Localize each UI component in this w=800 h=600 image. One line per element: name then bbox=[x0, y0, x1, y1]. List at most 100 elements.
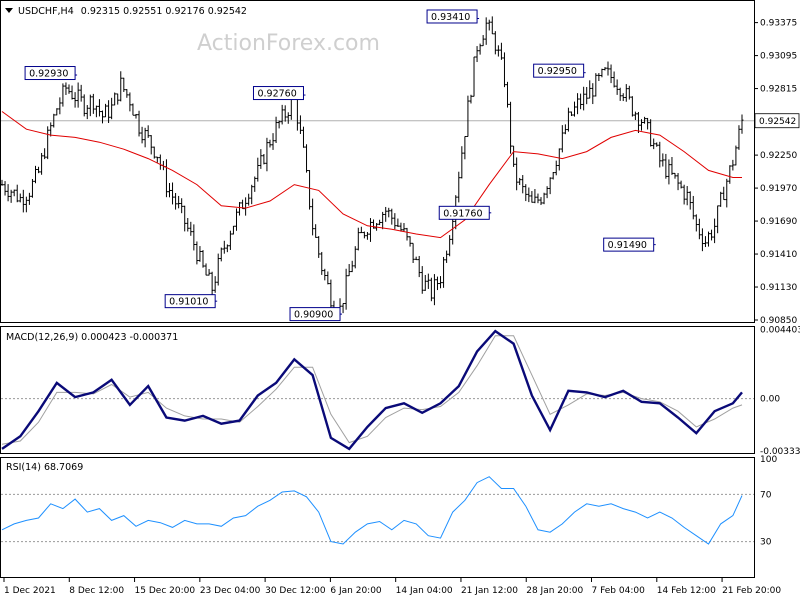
current-price-badge: 0.92542 bbox=[754, 113, 800, 129]
swing-level-label: 0.93410 bbox=[426, 9, 480, 24]
x-tick-label: 6 Jan 20:00 bbox=[330, 586, 382, 596]
ohlc-bar bbox=[478, 43, 482, 55]
ohlc-bar bbox=[487, 19, 491, 31]
price-tick-label: 0.91130 bbox=[760, 283, 797, 293]
ohlc-bar bbox=[588, 80, 592, 99]
ohlc-bar bbox=[73, 92, 77, 108]
ohlc-bar bbox=[384, 206, 388, 222]
ohlc-bar bbox=[228, 230, 232, 250]
ohlc-bar bbox=[350, 260, 354, 273]
chart-menu-triangle-icon[interactable] bbox=[5, 8, 13, 13]
ohlc-bar bbox=[545, 186, 549, 199]
ohlc-bar bbox=[688, 191, 692, 210]
ohlc-bar bbox=[481, 35, 485, 47]
ohlc-bar bbox=[630, 96, 634, 117]
ohlc-bar bbox=[107, 100, 111, 124]
ohlc-bar bbox=[88, 94, 92, 117]
ohlc-bar bbox=[536, 193, 540, 204]
ohlc-bar bbox=[719, 191, 723, 207]
ohlc-bar bbox=[21, 189, 25, 213]
price-pane-frame bbox=[0, 0, 755, 323]
ohlc-bar bbox=[551, 172, 555, 180]
ohlc-bar bbox=[91, 93, 95, 114]
ohlc-bar bbox=[231, 225, 235, 235]
ohlc-bar bbox=[676, 173, 680, 191]
ohlc-bar bbox=[82, 94, 86, 117]
ohlc-bar bbox=[569, 111, 573, 117]
ohlc-bar bbox=[256, 157, 260, 182]
ohlc-bar bbox=[213, 276, 217, 293]
ohlc-bar bbox=[460, 146, 464, 179]
ohlc-bar bbox=[308, 170, 312, 210]
ohlc-bar bbox=[24, 196, 28, 213]
ohlc-bar bbox=[527, 187, 531, 203]
swing-level-label: 0.91760 bbox=[438, 205, 492, 220]
ohlc-bar bbox=[408, 236, 412, 247]
ohlc-bar bbox=[250, 184, 254, 205]
ohlc-bar bbox=[725, 178, 729, 208]
ohlc-bar bbox=[234, 208, 238, 231]
ohlc-bar bbox=[326, 271, 330, 285]
ohlc-bar bbox=[670, 157, 674, 175]
ohlc-bar bbox=[134, 113, 138, 119]
swing-level-label: 0.92930 bbox=[24, 66, 78, 81]
current-price-label: 0.92542 bbox=[759, 117, 796, 127]
ohlc-bar bbox=[100, 110, 104, 124]
ohlc-bar bbox=[694, 214, 698, 232]
ohlc-bar bbox=[323, 268, 327, 281]
ohlc-bar bbox=[262, 154, 266, 165]
x-tick-label: 7 Feb 04:00 bbox=[592, 586, 646, 596]
ohlc-bar bbox=[137, 110, 141, 137]
ohlc-bar bbox=[189, 221, 193, 236]
price-tick-label: 0.91690 bbox=[760, 217, 797, 227]
ohlc-bar bbox=[140, 126, 144, 144]
ohlc-bar bbox=[195, 241, 199, 265]
ohlc-bar bbox=[512, 145, 516, 167]
ohlc-bar bbox=[469, 94, 473, 104]
ohlc-bar bbox=[524, 184, 528, 202]
ohlc-bar bbox=[204, 263, 208, 276]
ohlc-bars bbox=[0, 16, 744, 321]
ohlc-bar bbox=[442, 256, 446, 288]
ohlc-bar bbox=[192, 224, 196, 251]
ohlc-bar bbox=[655, 142, 659, 147]
ohlc-bar bbox=[225, 244, 229, 253]
ohlc-bar bbox=[344, 268, 348, 310]
ohlc-bar bbox=[664, 153, 668, 179]
ohlc-bar bbox=[58, 97, 62, 115]
ohlc-bar bbox=[499, 42, 503, 60]
ohlc-bar bbox=[448, 235, 452, 257]
x-tick-label: 28 Jan 20:00 bbox=[526, 586, 583, 596]
swing-level-label: 0.92760 bbox=[252, 86, 306, 101]
x-tick-label: 21 Jan 12:00 bbox=[461, 586, 518, 596]
ohlc-bar bbox=[341, 303, 345, 314]
ohlc-bar bbox=[597, 73, 601, 81]
rsi-line bbox=[1, 476, 743, 545]
ohlc-bar bbox=[9, 189, 13, 203]
macd-pane-frame bbox=[0, 326, 755, 454]
ohlc-bar bbox=[198, 246, 202, 262]
x-tick-label: 14 Feb 12:00 bbox=[657, 586, 716, 596]
ohlc-bar bbox=[301, 126, 305, 148]
price-tick-label: 0.93095 bbox=[760, 52, 797, 62]
ohlc-bar bbox=[381, 211, 385, 230]
ohlc-bar bbox=[186, 217, 190, 232]
ohlc-bar bbox=[502, 52, 506, 88]
ohlc-bar bbox=[6, 184, 10, 202]
ohlc-bar bbox=[0, 179, 4, 186]
ohlc-bar bbox=[207, 269, 211, 276]
swing-level-label: 0.92950 bbox=[533, 63, 586, 78]
ohlc-bar bbox=[399, 222, 403, 232]
ohlc-bar bbox=[432, 274, 436, 306]
ohlc-bar bbox=[244, 197, 248, 216]
macd-main-line bbox=[1, 329, 743, 451]
ohlc-bar bbox=[265, 137, 269, 172]
x-tick-label: 1 Dec 2021 bbox=[4, 586, 56, 596]
ohlc-bar bbox=[280, 104, 284, 125]
price-pane-title: USDCHF,H4 0.92315 0.92551 0.92176 0.9254… bbox=[18, 6, 247, 17]
ohlc-bar bbox=[52, 113, 56, 128]
price-tick-label: 0.90850 bbox=[760, 316, 797, 326]
ohlc-bar bbox=[67, 84, 71, 94]
ohlc-bar bbox=[298, 115, 302, 135]
